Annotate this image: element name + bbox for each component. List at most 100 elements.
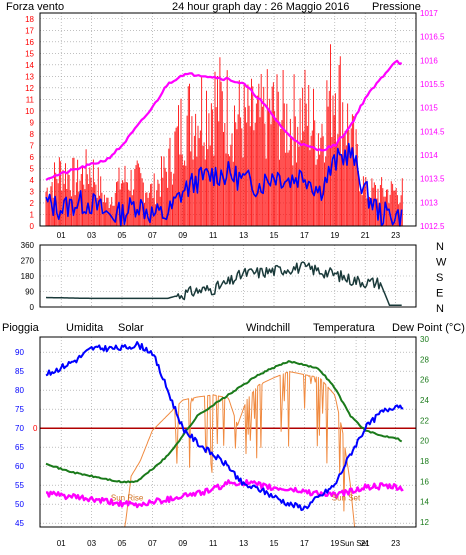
climate-x-tick: 19 [330, 539, 339, 548]
temperature-line [45, 360, 403, 484]
compass-label: N [436, 303, 444, 315]
wind-y-tick: 1 [30, 210, 35, 219]
pressure-y-tick: 1012.5 [420, 222, 445, 231]
temperature-y-tick: 16 [420, 477, 429, 486]
wind-y-tick: 14 [25, 61, 34, 70]
climate-x-tick: 01 [57, 539, 66, 548]
humidity-y-tick: 80 [15, 386, 24, 395]
temperature-y-tick: 14 [420, 498, 429, 507]
wind-y-tick: 16 [25, 38, 34, 47]
humidity-y-tick-labels: 45 50 55 60 65 70 75 80 85 90 0 [15, 348, 38, 528]
climate-x-tick: 17 [300, 539, 309, 548]
humidity-y-tick: 75 [15, 405, 24, 414]
wind-y-tick: 8 [30, 130, 35, 139]
sun-annotations: Sun Rise Sun Set [111, 494, 361, 503]
dewpoint-label: Dew Point (°C) [392, 322, 465, 334]
pressure-y-tick: 1013 [420, 198, 438, 207]
pressure-y-tick: 1014 [420, 151, 438, 160]
wind-x-tick: 23 [391, 231, 400, 240]
wind-direction-frame [39, 244, 417, 308]
temperature-y-tick: 30 [420, 335, 429, 344]
solar-label: Solar [118, 322, 144, 334]
pressure-y-tick: 1017 [420, 9, 438, 18]
humidity-y-tick: 60 [15, 462, 24, 471]
rain-label: Pioggia [2, 322, 40, 334]
wind-x-tick: 19 [330, 231, 339, 240]
wind-x-tick: 21 [361, 231, 370, 240]
wind-x-tick: 15 [270, 231, 279, 240]
wind-y-tick: 10 [25, 107, 34, 116]
humidity-y-tick: 45 [15, 519, 24, 528]
direction-y-tick: 360 [21, 241, 35, 250]
wind-y-tick: 18 [25, 15, 34, 24]
temperature-y-tick: 12 [420, 518, 429, 527]
wind-x-tick: 09 [178, 231, 187, 240]
direction-y-tick: 270 [21, 257, 35, 266]
wind-axis-label: Forza vento [6, 1, 64, 13]
humidity-y-tick: 70 [15, 424, 24, 433]
wind-y-tick: 9 [30, 118, 35, 127]
compass-label: S [436, 272, 443, 284]
pressure-y-tick-labels: 1012.5 1013 1013.5 1014 1014.5 1015 1015.5 1016… [420, 9, 445, 231]
wind-y-tick: 5 [30, 164, 35, 173]
humidity-y-tick: 55 [15, 481, 24, 490]
wind-y-tick: 12 [25, 84, 34, 93]
wind-y-tick: 0 [30, 222, 35, 231]
wind-direction-grid [40, 244, 416, 308]
temperature-y-tick: 22 [420, 416, 429, 425]
direction-y-tick: 0 [30, 303, 35, 312]
wind-y-tick: 4 [30, 176, 35, 185]
temperature-y-tick: 28 [420, 355, 429, 364]
pressure-y-tick: 1015 [420, 104, 438, 113]
pressure-axis-label: Pressione [372, 1, 421, 13]
pressure-line [45, 59, 403, 181]
wind-x-tick: 01 [57, 231, 66, 240]
compass-label: N [436, 241, 444, 253]
wind-pressure-series [45, 44, 403, 227]
climate-x-tick: 11 [209, 539, 218, 548]
temperature-y-tick: 24 [420, 396, 429, 405]
average-wind-line [45, 142, 403, 227]
wind-pressure-frame [39, 12, 417, 227]
temperature-y-tick-labels: 12 14 16 18 20 22 24 26 28 30 [420, 335, 429, 527]
climate-x-tick: 07 [148, 539, 157, 548]
wind-y-tick: 13 [25, 72, 34, 81]
compass-label: W [436, 257, 447, 269]
climate-x-tick: 03 [87, 539, 96, 548]
direction-y-tick: 180 [21, 272, 35, 281]
wind-x-tick: 17 [300, 231, 309, 240]
pressure-y-tick: 1015.5 [420, 80, 445, 89]
direction-y-tick-labels: 0 90 180 270 360 [21, 241, 35, 312]
wind-x-tick: 13 [239, 231, 248, 240]
temperature-label: Temperatura [313, 322, 376, 334]
pressure-y-tick: 1016.5 [420, 33, 445, 42]
wind-pressure-grid [40, 13, 416, 227]
wind-x-tick-labels: 01 03 05 07 09 11 13 15 17 19 21 23 [57, 231, 401, 240]
direction-y-tick: 90 [25, 288, 34, 297]
climate-x-tick: 09 [178, 539, 187, 548]
climate-x-tick: Sun Set [340, 539, 369, 548]
wind-x-tick: 05 [118, 231, 127, 240]
wind-x-tick: 03 [87, 231, 96, 240]
compass-label: E [436, 288, 443, 300]
gust-series [45, 44, 403, 226]
humidity-line [45, 341, 404, 512]
pressure-y-tick: 1016 [420, 56, 438, 65]
wind-y-tick: 6 [30, 153, 35, 162]
climate-x-tick: 13 [239, 539, 248, 548]
temperature-y-tick: 26 [420, 376, 429, 385]
climate-x-tick: 23 [391, 539, 400, 548]
climate-frame [39, 336, 417, 528]
dewpoint-line [45, 479, 404, 509]
wind-y-tick: 17 [25, 26, 34, 35]
wind-direction-series [45, 261, 402, 307]
temperature-y-tick: 18 [420, 457, 429, 466]
sun-annotation: Sun Set [332, 494, 361, 503]
wind-y-tick: 11 [26, 95, 35, 104]
climate-series [40, 341, 416, 528]
humidity-y-tick: 65 [15, 443, 24, 452]
rain-zero-tick: 0 [33, 424, 38, 433]
